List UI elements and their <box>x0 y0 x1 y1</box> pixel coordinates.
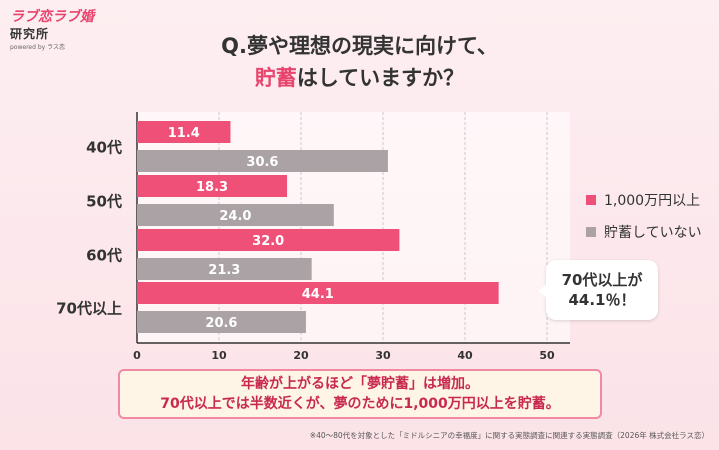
title-highlight: 貯蓄 <box>254 66 297 90</box>
bar-value-label-s1-c0: 30.6 <box>246 155 278 170</box>
bar-s0-c2 <box>137 229 400 251</box>
bar-s1-c0 <box>137 150 388 172</box>
logo-brand: ラブ恋ラブ婚 <box>10 9 94 25</box>
question-title-line1: Q.夢や理想の現実に向けて、 <box>221 34 498 58</box>
legend-item-none: 貯蓄していない <box>586 222 702 242</box>
callout-line1: 70代以上が <box>561 271 643 289</box>
legend-swatch-saving <box>586 195 596 205</box>
x-tick-label-50: 50 <box>539 349 555 362</box>
legend-item-saving: 1,000万円以上 <box>586 190 702 210</box>
bar-s0-c1 <box>137 175 288 197</box>
logo: ラブ恋ラブ婚 研究所 powered by ラス恋 <box>10 6 106 51</box>
logo-lab: 研究所 <box>10 27 50 41</box>
bar-value-label-s1-c2: 21.3 <box>208 263 240 278</box>
callout-line2: 44.1％！ <box>568 291 636 309</box>
bar-value-label-s0-c1: 18.3 <box>196 180 228 195</box>
logo-powered-by: powered by ラス恋 <box>10 44 65 51</box>
bar-value-label-s0-c2: 32.0 <box>252 234 284 249</box>
legend-label-none: 貯蓄していない <box>604 225 702 241</box>
plot-background <box>137 112 570 343</box>
legend-swatch-none <box>586 227 596 237</box>
bar-value-label-s0-c0: 11.4 <box>168 126 200 141</box>
summary-line2: 70代以上では半数近くが、夢のために1,000万円以上を貯蓄。 <box>160 396 560 412</box>
summary-line1: 年齢が上がるほど「夢貯蓄」は増加。 <box>241 376 479 392</box>
legend: 1,000万円以上 貯蓄していない <box>586 190 702 254</box>
bar-value-label-s1-c3: 20.6 <box>205 316 237 331</box>
category-label-0: 40代 <box>86 139 122 157</box>
bar-value-label-s1-c1: 24.0 <box>219 209 251 224</box>
bar-value-label-s0-c3: 44.1 <box>302 287 334 302</box>
category-label-2: 60代 <box>86 247 122 265</box>
category-label-1: 50代 <box>86 193 122 211</box>
x-tick-label-40: 40 <box>457 349 473 362</box>
title-rest: はしていますか？ <box>296 66 465 90</box>
x-tick-label-20: 20 <box>293 349 309 362</box>
question-title-line2: 貯蓄はしていますか？ <box>0 62 719 92</box>
bar-s1-c1 <box>137 204 334 226</box>
bar-s0-c3 <box>137 282 499 304</box>
callout-bubble: 70代以上が 44.1％！ <box>538 260 658 320</box>
x-tick-label-0: 0 <box>133 349 141 362</box>
bar-s1-c3 <box>137 311 306 333</box>
x-tick-label-30: 30 <box>375 349 391 362</box>
x-tick-label-10: 10 <box>211 349 227 362</box>
summary-box: 年齢が上がるほど「夢貯蓄」は増加。 70代以上では半数近くが、夢のために1,00… <box>118 369 602 419</box>
bar-s1-c2 <box>137 258 312 280</box>
bar-s0-c0 <box>137 121 231 143</box>
category-label-3: 70代以上 <box>56 300 122 318</box>
legend-label-saving: 1,000万円以上 <box>604 193 701 209</box>
footnote: ※40～80代を対象とした「ミドルシニアの幸福度」に関する実態調査に関連する実態… <box>309 431 709 440</box>
callout-tail <box>538 284 547 298</box>
